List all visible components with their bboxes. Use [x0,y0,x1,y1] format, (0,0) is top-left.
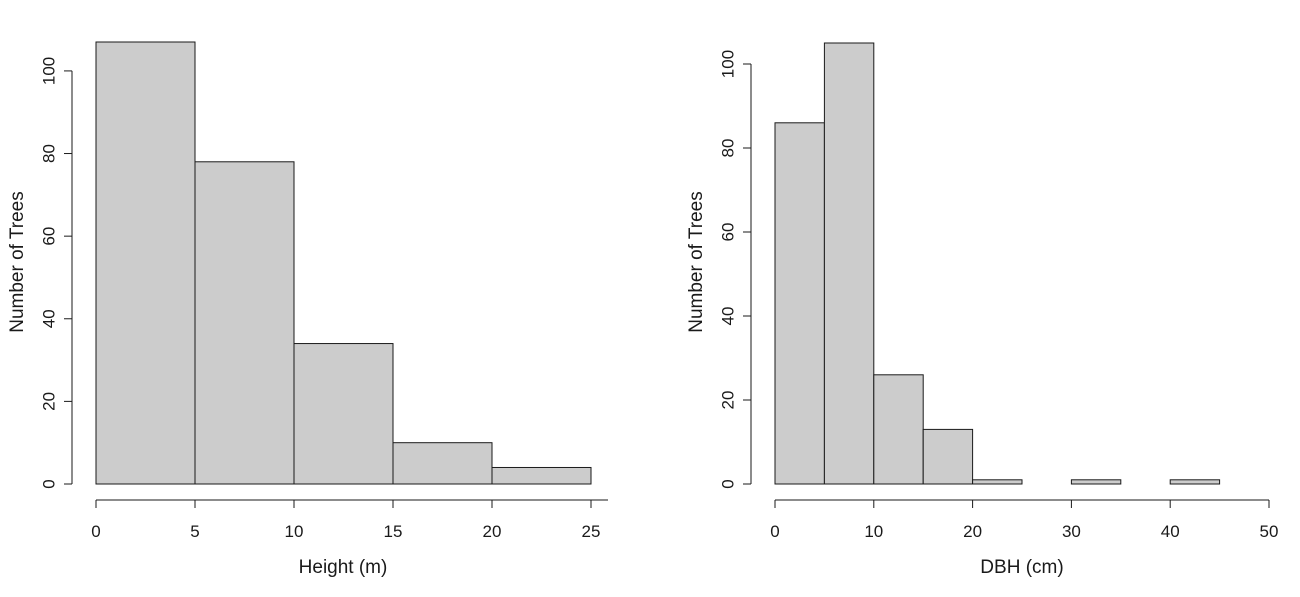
x-tick-label: 20 [963,522,982,541]
y-tick-label: 40 [718,307,737,326]
bar-40-45 [1169,479,1221,485]
bar-20-25 [972,479,1023,485]
height-histogram-panel: 0 5 10 15 20 25 0 20 40 60 80 100 Height (m) Number o… [7,41,608,578]
bar-0-5 [95,41,196,485]
x-tick-label: 20 [483,522,502,541]
y-tick-label: 0 [39,479,58,488]
y-tick-label: 100 [718,50,737,78]
bar-5-10 [823,42,875,485]
x-axis-title: DBH (cm) [980,557,1063,578]
bar-15-20 [922,428,974,485]
dbh-histogram-panel: 0 10 20 30 40 50 0 20 40 60 80 100 DBH (cm) Number of… [686,42,1279,578]
bar-15-20 [392,442,493,485]
bar-10-15 [293,343,394,485]
y-tick-label: 0 [718,479,737,488]
y-axis-title: Number of Trees [686,191,707,333]
x-tick-label: 5 [190,522,199,541]
y-tick-label: 60 [39,227,58,246]
y-tick-label: 20 [39,392,58,411]
y-tick-label: 60 [718,223,737,242]
x-tick-label: 0 [770,522,779,541]
y-axis-title: Number of Trees [7,191,28,333]
x-tick-label: 15 [384,522,403,541]
bar-0-5 [774,122,825,485]
x-tick-label: 10 [285,522,304,541]
x-tick-label: 30 [1062,522,1081,541]
x-tick-label: 25 [582,522,601,541]
y-tick-label: 40 [39,309,58,328]
y-tick-label: 80 [718,139,737,158]
x-tick-label: 40 [1161,522,1180,541]
x-axis-title: Height (m) [299,557,388,578]
bar-10-15 [873,374,924,485]
x-tick-label: 10 [864,522,883,541]
y-tick-label: 100 [39,57,58,85]
bar-5-10 [194,161,295,485]
x-tick-label: 0 [91,522,100,541]
bar-30-35 [1070,479,1122,485]
y-tick-label: 20 [718,391,737,410]
y-tick-label: 80 [39,144,58,163]
bar-20-25 [491,466,592,485]
x-tick-label: 50 [1260,522,1279,541]
